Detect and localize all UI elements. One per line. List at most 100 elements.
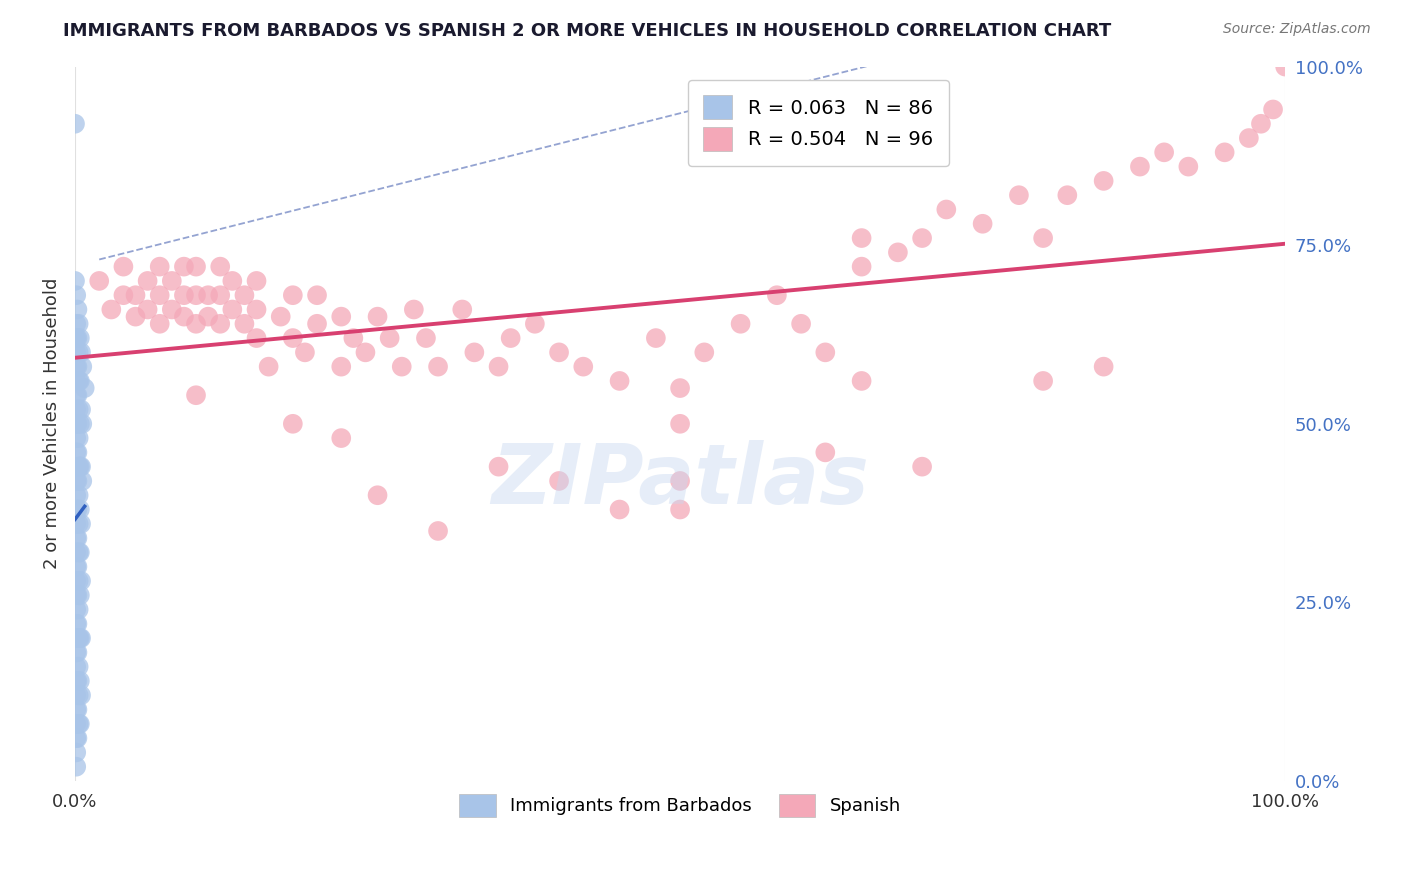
- Point: [67, 402, 90, 417]
- Point: [70, 631, 93, 645]
- Point: [149, 288, 172, 302]
- Point: [65, 760, 87, 774]
- Point: [65, 616, 87, 631]
- Point: [197, 288, 219, 302]
- Point: [89, 274, 111, 288]
- Point: [1056, 188, 1078, 202]
- Point: [330, 359, 353, 374]
- Point: [70, 459, 93, 474]
- Point: [1177, 160, 1199, 174]
- Point: [1274, 60, 1296, 74]
- Point: [63, 274, 86, 288]
- Point: [65, 374, 87, 388]
- Point: [65, 688, 87, 702]
- Point: [66, 531, 89, 545]
- Y-axis label: 2 or more Vehicles in Household: 2 or more Vehicles in Household: [44, 278, 60, 569]
- Point: [245, 274, 267, 288]
- Point: [149, 260, 172, 274]
- Point: [69, 417, 91, 431]
- Point: [65, 516, 87, 531]
- Point: [281, 417, 304, 431]
- Point: [67, 602, 90, 616]
- Point: [67, 574, 90, 588]
- Point: [342, 331, 364, 345]
- Point: [609, 502, 631, 516]
- Point: [391, 359, 413, 374]
- Point: [67, 374, 90, 388]
- Point: [173, 288, 195, 302]
- Legend: Immigrants from Barbados, Spanish: Immigrants from Barbados, Spanish: [450, 786, 910, 826]
- Point: [66, 331, 89, 345]
- Point: [136, 274, 159, 288]
- Point: [887, 245, 910, 260]
- Point: [173, 260, 195, 274]
- Point: [572, 359, 595, 374]
- Point: [66, 702, 89, 716]
- Point: [67, 345, 90, 359]
- Point: [65, 702, 87, 716]
- Point: [1213, 145, 1236, 160]
- Point: [66, 302, 89, 317]
- Point: [67, 688, 90, 702]
- Point: [70, 402, 93, 417]
- Point: [72, 474, 94, 488]
- Point: [233, 317, 256, 331]
- Point: [65, 673, 87, 688]
- Point: [851, 231, 873, 245]
- Point: [67, 488, 90, 502]
- Point: [72, 417, 94, 431]
- Point: [63, 331, 86, 345]
- Point: [499, 331, 522, 345]
- Point: [281, 288, 304, 302]
- Point: [66, 673, 89, 688]
- Text: ZIPatlas: ZIPatlas: [491, 441, 869, 522]
- Point: [1092, 359, 1115, 374]
- Point: [149, 317, 172, 331]
- Point: [69, 631, 91, 645]
- Point: [911, 231, 934, 245]
- Point: [67, 631, 90, 645]
- Point: [67, 716, 90, 731]
- Point: [70, 574, 93, 588]
- Point: [65, 488, 87, 502]
- Point: [415, 331, 437, 345]
- Point: [65, 588, 87, 602]
- Point: [814, 445, 837, 459]
- Point: [65, 359, 87, 374]
- Point: [65, 388, 87, 402]
- Point: [305, 317, 328, 331]
- Point: [693, 345, 716, 359]
- Point: [1032, 374, 1054, 388]
- Point: [65, 559, 87, 574]
- Point: [67, 659, 90, 673]
- Point: [112, 260, 135, 274]
- Point: [70, 688, 93, 702]
- Point: [184, 388, 207, 402]
- Point: [65, 402, 87, 417]
- Point: [233, 288, 256, 302]
- Point: [488, 359, 510, 374]
- Point: [609, 374, 631, 388]
- Point: [221, 302, 243, 317]
- Point: [294, 345, 316, 359]
- Point: [65, 602, 87, 616]
- Point: [67, 317, 90, 331]
- Point: [66, 359, 89, 374]
- Point: [124, 310, 146, 324]
- Point: [1129, 160, 1152, 174]
- Point: [65, 502, 87, 516]
- Point: [66, 388, 89, 402]
- Point: [65, 431, 87, 445]
- Point: [1250, 117, 1272, 131]
- Point: [63, 117, 86, 131]
- Point: [70, 345, 93, 359]
- Point: [197, 310, 219, 324]
- Point: [851, 260, 873, 274]
- Point: [67, 545, 90, 559]
- Point: [644, 331, 666, 345]
- Point: [209, 288, 232, 302]
- Point: [427, 359, 450, 374]
- Point: [184, 288, 207, 302]
- Point: [65, 574, 87, 588]
- Point: [1092, 174, 1115, 188]
